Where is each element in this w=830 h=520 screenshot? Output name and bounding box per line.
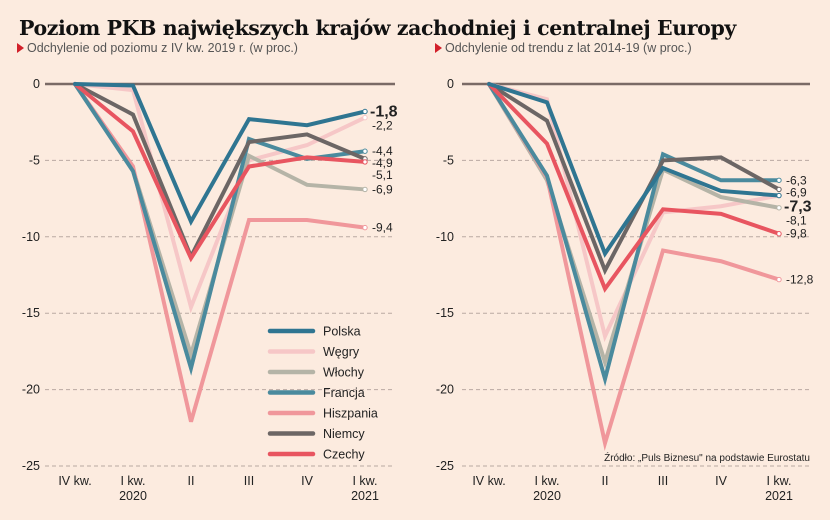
end-value-label: -7,3	[784, 198, 812, 215]
end-point-marker	[362, 159, 368, 165]
left-subtitle: Odchylenie od poziomu z IV kw. 2019 r. (…	[17, 41, 298, 55]
x-tick-label: I kw.	[534, 474, 559, 488]
series-line-polska	[487, 82, 781, 258]
x-tick-label: III	[658, 474, 668, 488]
end-point-marker	[362, 108, 368, 115]
end-value-label: -6,9	[786, 185, 807, 199]
series-line-czechy	[487, 82, 781, 293]
y-tick-label: -10	[22, 230, 40, 244]
left-subtitle-text: Odchylenie od poziomu z IV kw. 2019 r. (…	[27, 41, 298, 55]
y-tick-label: 0	[33, 77, 40, 91]
end-value-label: -6,9	[372, 182, 393, 196]
series-line-włochy	[487, 82, 781, 369]
end-value-label: -5,1	[372, 168, 393, 182]
y-tick-label: -25	[436, 459, 454, 473]
y-tick-label: -15	[22, 306, 40, 320]
x-tick-label: IV	[301, 474, 313, 488]
y-tick-label: -5	[29, 153, 40, 167]
y-tick-label: -5	[443, 153, 454, 167]
chart-title: Poziom PKB największych krajów zachodnie…	[19, 16, 736, 40]
x-tick-label: 2020	[119, 489, 147, 503]
legend-label-hiszpania: Hiszpania	[323, 407, 378, 421]
y-tick-label: -20	[436, 383, 454, 397]
series-line-hiszpania	[73, 82, 367, 423]
y-tick-label: 0	[447, 77, 454, 91]
end-value-label: -4,9	[372, 156, 393, 170]
x-tick-label: 2021	[765, 489, 793, 503]
x-tick-label: I kw.	[120, 474, 145, 488]
y-tick-label: -10	[436, 230, 454, 244]
x-tick-label: I kw.	[352, 474, 377, 488]
legend-label-niemcy: Niemcy	[323, 427, 365, 441]
end-value-label: -2,2	[372, 119, 393, 133]
right-subtitle: Odchylenie od trendu z lat 2014-19 (w pr…	[435, 41, 692, 55]
triangle-bullet-icon	[17, 43, 24, 53]
end-point-marker	[776, 231, 782, 237]
x-tick-label: 2021	[351, 489, 379, 503]
end-point-marker	[776, 177, 782, 183]
end-value-label: -1,8	[370, 104, 398, 121]
x-tick-label: IV	[715, 474, 727, 488]
legend-label-francja: Francja	[323, 386, 365, 400]
end-value-label: -9,4	[372, 221, 393, 235]
series-line-niemcy	[487, 82, 781, 276]
end-point-marker	[362, 186, 368, 193]
end-point-marker	[776, 276, 782, 283]
x-tick-label: 2020	[533, 489, 561, 503]
end-point-marker	[776, 205, 782, 211]
end-value-label: -4,4	[372, 144, 393, 158]
triangle-bullet-icon	[435, 43, 442, 53]
x-tick-label: IV kw.	[58, 474, 91, 488]
y-tick-label: -15	[436, 306, 454, 320]
x-tick-label: III	[244, 474, 254, 488]
end-point-marker	[776, 192, 782, 199]
end-value-label: -9,8	[786, 227, 807, 241]
y-tick-label: -20	[22, 383, 40, 397]
y-tick-label: -25	[22, 459, 40, 473]
series-line-niemcy	[73, 82, 367, 262]
x-tick-label: II	[188, 474, 195, 488]
series-line-polska	[73, 82, 367, 227]
legend-label-włochy: Włochy	[323, 366, 365, 380]
series-line-czechy	[73, 82, 367, 263]
legend-label-polska: Polska	[323, 325, 361, 339]
end-point-marker	[362, 148, 368, 154]
end-point-marker	[776, 186, 782, 193]
series-line-francja	[487, 82, 781, 387]
source-note: Źródło: „Puls Biznesu" na podstawie Euro…	[604, 451, 810, 464]
end-point-marker	[362, 114, 368, 121]
end-value-label: -6,3	[786, 173, 807, 187]
end-value-label: -12,8	[786, 273, 814, 287]
legend-label-czechy: Czechy	[323, 448, 365, 462]
end-value-label: -8,1	[786, 213, 807, 227]
right-subtitle-text: Odchylenie od trendu z lat 2014-19 (w pr…	[445, 41, 692, 55]
x-tick-label: IV kw.	[472, 474, 505, 488]
legend-label-węgry: Węgry	[323, 345, 360, 359]
end-point-marker	[362, 224, 368, 231]
x-tick-label: I kw.	[766, 474, 791, 488]
x-tick-label: II	[602, 474, 609, 488]
